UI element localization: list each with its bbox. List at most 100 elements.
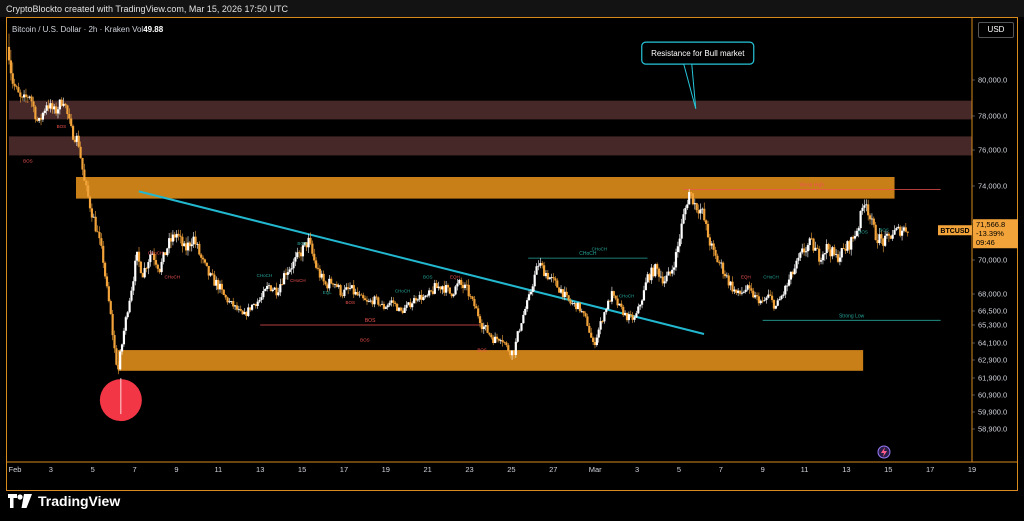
- candle-body: [232, 301, 235, 307]
- structure-label: BOS: [57, 124, 67, 129]
- candle-body: [514, 341, 517, 356]
- candle-body: [661, 276, 664, 284]
- candle-body: [550, 277, 553, 278]
- candle-body: [30, 96, 33, 102]
- candle-body: [87, 185, 90, 197]
- candle-body: [28, 96, 31, 98]
- candle-body: [83, 169, 86, 181]
- candle-body: [384, 307, 387, 309]
- x-tick-label: 15: [884, 465, 892, 474]
- candle-body: [627, 314, 630, 321]
- candle-body: [473, 299, 476, 307]
- candle-body: [757, 296, 760, 304]
- volume-label: Vol: [132, 25, 144, 34]
- candle-body: [484, 325, 487, 327]
- bar-countdown: 09:46: [976, 238, 995, 247]
- attribution-bar: CryptoBlockto created with TradingView.c…: [0, 0, 1024, 17]
- candle-body: [541, 263, 544, 266]
- currency-button[interactable]: USD: [978, 22, 1014, 38]
- candle-body: [689, 191, 693, 194]
- candle-body: [640, 300, 644, 305]
- candle-body: [350, 285, 354, 289]
- x-tick-label: 11: [801, 465, 809, 474]
- candle-body: [53, 106, 56, 110]
- candle-body: [797, 257, 800, 261]
- candle-body: [201, 257, 205, 260]
- x-tick-label: Mar: [589, 465, 602, 474]
- structure-lines-layer: CHoCH Weak High Strong Low BOS: [260, 183, 941, 326]
- candle-body: [729, 281, 732, 286]
- candle-body: [301, 245, 305, 257]
- candle-body: [198, 243, 201, 255]
- candle-body: [827, 244, 830, 250]
- candle-body: [582, 311, 585, 314]
- candle-body: [759, 300, 762, 304]
- candle-body: [367, 300, 370, 302]
- candle-body: [435, 283, 438, 289]
- candle-body: [414, 298, 418, 301]
- axes-layer: 80,000.078,000.076,000.074,000.072,000.0…: [6, 17, 1018, 474]
- candle-body: [73, 139, 77, 142]
- candle-body: [119, 351, 122, 370]
- structure-line-label-2: Strong Low: [839, 313, 865, 319]
- candle-body: [467, 284, 470, 297]
- candle-body: [876, 240, 879, 244]
- candle-body: [825, 244, 828, 254]
- candle-body: [26, 96, 29, 98]
- structure-label: BOS: [23, 159, 33, 164]
- candle-body: [588, 325, 591, 333]
- candle-body: [230, 301, 233, 302]
- candle-body: [512, 350, 516, 356]
- candle-body: [494, 336, 497, 344]
- candle-body: [324, 281, 327, 285]
- candle-body: [452, 294, 455, 297]
- y-tick-label: 80,000.0: [978, 76, 1007, 85]
- candle-body: [164, 252, 167, 256]
- candle-body: [149, 254, 152, 263]
- candle-body: [567, 295, 570, 301]
- candle-body: [701, 208, 704, 210]
- candle-body: [695, 203, 698, 211]
- candle-body: [857, 228, 860, 231]
- candle-body: [529, 291, 533, 295]
- structure-label: CHoCH: [395, 288, 411, 293]
- candle-body: [177, 233, 180, 236]
- candle-body: [505, 342, 508, 346]
- tradingview-logo[interactable]: TradingView: [8, 493, 120, 509]
- candle-body: [9, 60, 12, 74]
- candle-body: [723, 273, 727, 277]
- candle-body: [396, 303, 399, 311]
- candle-body: [488, 332, 491, 335]
- flash-icon-bolt: [881, 447, 887, 457]
- candle-body: [663, 281, 666, 284]
- candle-body: [107, 286, 110, 302]
- candle-body: [835, 254, 838, 256]
- candle-body: [446, 285, 450, 288]
- candle-body: [744, 289, 747, 292]
- structure-label: CHoCH: [165, 275, 181, 280]
- candle-body: [345, 287, 348, 290]
- candle-body: [75, 135, 78, 142]
- last-price: 71,566.8: [976, 220, 1005, 229]
- brand-name: TradingView: [38, 493, 121, 509]
- x-tick-label: 3: [635, 465, 639, 474]
- candle-body: [603, 312, 606, 322]
- candle-body: [24, 94, 28, 97]
- candle-body: [56, 109, 60, 114]
- candle-body: [706, 223, 710, 238]
- candle-body: [761, 300, 764, 302]
- candle-body: [269, 285, 272, 292]
- candle-body: [480, 323, 484, 330]
- candle-body: [571, 303, 574, 305]
- candle-body: [691, 193, 695, 205]
- candle-body: [217, 279, 220, 290]
- candle-body: [823, 253, 826, 255]
- candle-body: [786, 285, 789, 287]
- candle-body: [490, 334, 493, 338]
- x-tick-label: 27: [549, 465, 557, 474]
- candle-body: [258, 300, 261, 302]
- candle-body: [448, 287, 451, 294]
- candle-body: [373, 296, 376, 305]
- candle-body: [358, 294, 361, 296]
